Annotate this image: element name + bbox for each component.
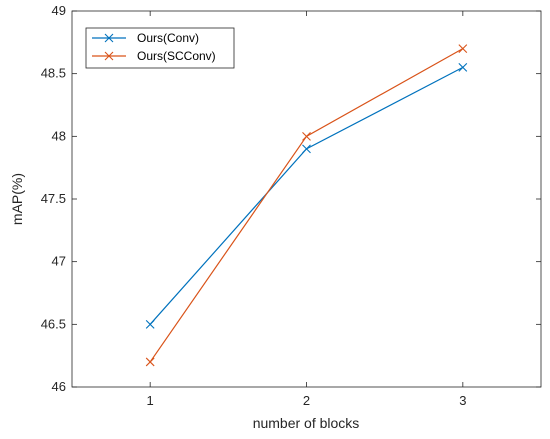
- x-axis-label: number of blocks: [253, 415, 360, 431]
- y-tick-label: 49: [52, 3, 66, 18]
- legend-box: [85, 27, 235, 69]
- series-0-point: [458, 63, 468, 72]
- x-tick-label: 1: [147, 393, 154, 408]
- x-tick-label: 2: [303, 393, 310, 408]
- y-tick-label: 47: [52, 254, 66, 269]
- series: [145, 44, 468, 367]
- y-tick-label: 46: [52, 379, 66, 394]
- legend: Ours(Conv) Ours(SCConv): [85, 27, 235, 69]
- y-axis-label: mAP(%): [9, 173, 25, 225]
- legend-marker-conv: [104, 33, 114, 43]
- y-tick-label: 48: [52, 128, 66, 143]
- series-1-point: [145, 357, 155, 367]
- legend-x-marker: [104, 33, 114, 43]
- legend-x-marker: [104, 51, 114, 61]
- y-tick-label: 48.5: [41, 66, 66, 81]
- series-1-point: [458, 44, 468, 53]
- y-tick-label: 46.5: [41, 316, 66, 331]
- ticks: 1 2 3 46 46.5 47 47.5 48 48.5 49: [41, 3, 541, 408]
- legend-label-conv: Ours(Conv): [137, 31, 199, 45]
- legend-marker-scconv: [104, 51, 114, 61]
- series-0-point: [145, 319, 155, 329]
- y-tick-label: 47.5: [41, 191, 66, 206]
- series-0-point: [302, 144, 311, 154]
- legend-label-scconv: Ours(SCConv): [137, 49, 216, 63]
- x-tick-label: 3: [459, 393, 466, 408]
- series-1-point: [302, 131, 311, 141]
